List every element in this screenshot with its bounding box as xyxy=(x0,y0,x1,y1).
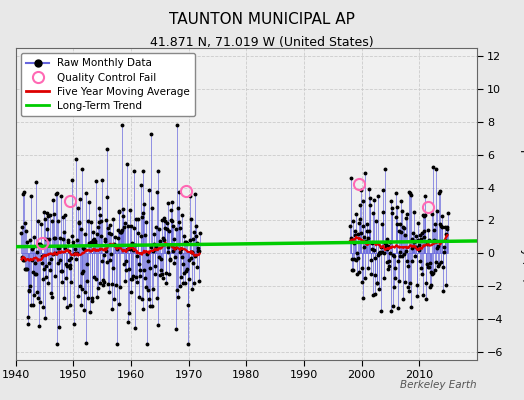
Text: 41.871 N, 71.019 W (United States): 41.871 N, 71.019 W (United States) xyxy=(150,36,374,49)
Text: Berkeley Earth: Berkeley Earth xyxy=(400,380,477,390)
Legend: Raw Monthly Data, Quality Control Fail, Five Year Moving Average, Long-Term Tren: Raw Monthly Data, Quality Control Fail, … xyxy=(21,53,195,116)
Text: TAUNTON MUNICIPAL AP: TAUNTON MUNICIPAL AP xyxy=(169,12,355,27)
Y-axis label: Temperature Anomaly (°C): Temperature Anomaly (°C) xyxy=(520,125,524,283)
